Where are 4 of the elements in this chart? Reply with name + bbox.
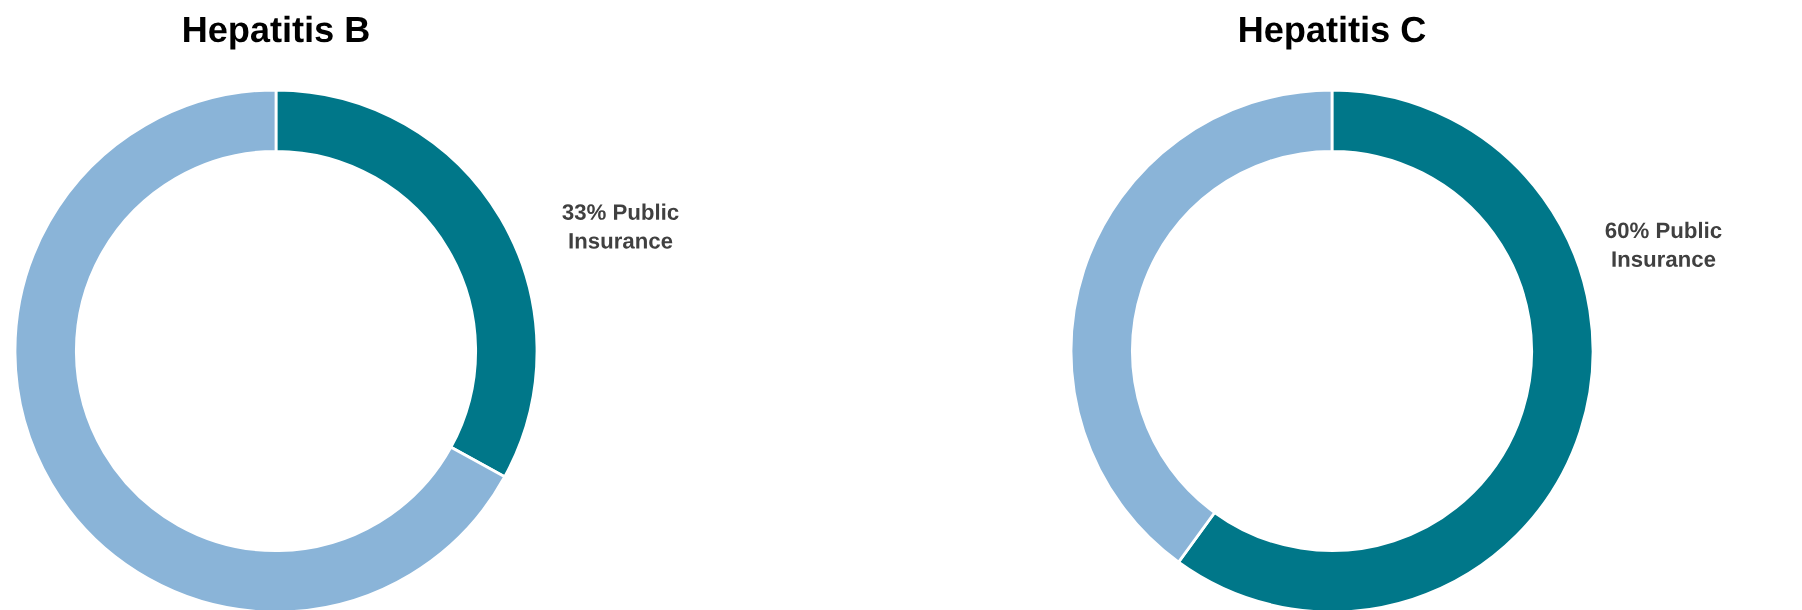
data-label: 60% Public Insurance [1605, 221, 1722, 267]
chart-title: Hepatitis B [184, 15, 369, 50]
data-label: 33% Public Insurance [562, 203, 679, 249]
chart-title: Hepatitis C [1240, 15, 1426, 50]
